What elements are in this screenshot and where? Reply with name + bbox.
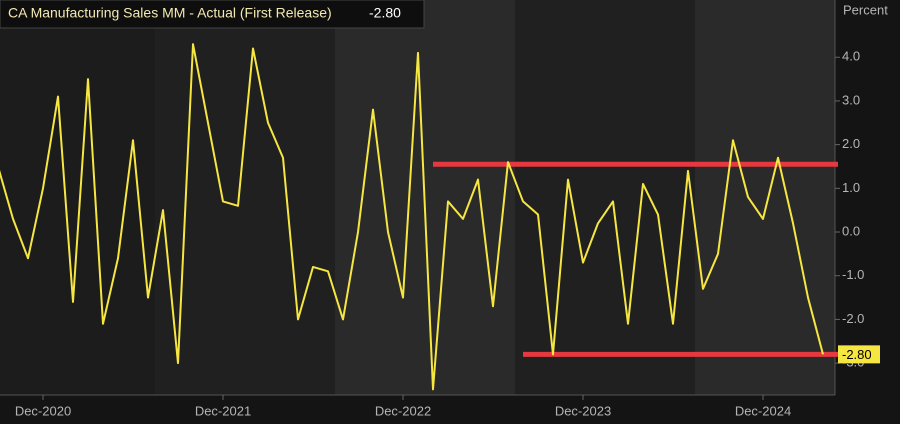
- value-label: -2.80: [842, 347, 872, 362]
- y-tick-label: 3.0: [842, 92, 860, 107]
- x-tick-label: Dec-2023: [555, 403, 611, 418]
- title-box: [0, 0, 425, 29]
- y-tick-label: 0.0: [842, 223, 860, 238]
- x-tick-label: Dec-2021: [195, 403, 251, 418]
- y-tick-label: 2.0: [842, 136, 860, 151]
- band: [155, 0, 335, 395]
- x-tick-label: Dec-2024: [735, 403, 791, 418]
- title-value: -2.80: [369, 5, 401, 21]
- marks: [0, 43, 838, 391]
- chart-title: CA Manufacturing Sales MM - Actual (Firs…: [8, 5, 332, 21]
- band: [695, 0, 835, 395]
- y-tick-label: 4.0: [842, 49, 860, 64]
- band: [515, 0, 695, 395]
- y-tick-label: -2.0: [842, 311, 864, 326]
- x-tick-label: Dec-2020: [15, 403, 71, 418]
- y-tick-label: 1.0: [842, 180, 860, 195]
- y-axis-label: Percent: [843, 2, 888, 17]
- value-label-box: [838, 345, 880, 364]
- data-line: [0, 43, 824, 391]
- x-tick-label: Dec-2022: [375, 403, 431, 418]
- y-tick-label: -1.0: [842, 267, 864, 282]
